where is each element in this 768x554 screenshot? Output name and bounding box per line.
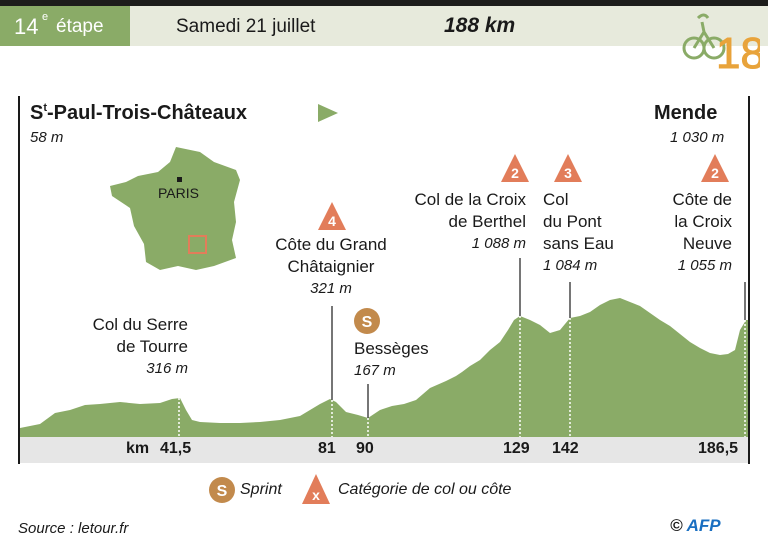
category-4-label: 4	[328, 213, 336, 229]
climb-marker-berthel: 2	[501, 154, 529, 182]
start-arrow-icon	[318, 104, 338, 122]
copyright-symbol: ©	[670, 516, 683, 535]
climb-marker-pont: 3	[554, 154, 582, 182]
sprint-label-besseges: Bessèges 167 m	[354, 338, 429, 382]
stage-number-sup: e	[42, 11, 49, 23]
climb-marker-croix-neuve: 2	[701, 154, 729, 182]
finish-altitude: 1 030 m	[670, 129, 725, 146]
map-paris-label: PARIS	[158, 185, 199, 201]
category-3-label: 3	[564, 165, 572, 181]
cyclist-icon	[682, 13, 726, 60]
km-tick-142: 142	[552, 440, 579, 457]
pass-altitude-serre: 316 m	[146, 360, 188, 377]
start-city: St-Paul-Trois-Châteaux	[30, 102, 248, 124]
stage-word: étape	[56, 16, 104, 37]
afp-credit: © AFP	[670, 516, 721, 536]
stage-number: 14	[14, 14, 39, 39]
category-2-label: 2	[511, 165, 519, 181]
legend-category-icon: x	[302, 474, 330, 504]
category-2b-label: 2	[711, 165, 719, 181]
sprint-symbol: S	[362, 314, 373, 331]
logo-year: 18	[716, 29, 760, 74]
climb-altitude-chataignier: 321 m	[310, 280, 352, 297]
km-tick-41-5: 41,5	[160, 440, 192, 457]
paris-marker	[177, 177, 182, 182]
elevation-profile	[20, 298, 748, 437]
sprint-marker: S	[354, 308, 380, 334]
climb-label-pont: Col du Pont sans Eau 1 084 m	[543, 189, 614, 277]
climb-label-chataignier: Côte du Grand Châtaignier 321 m	[256, 234, 406, 300]
profile-frame	[18, 96, 750, 464]
climb-altitude-pont: 1 084 m	[543, 257, 598, 274]
climb-altitude-berthel: 1 088 m	[471, 235, 526, 252]
finish-city: Mende	[654, 102, 718, 124]
climb-marker-chataignier: 4	[318, 202, 346, 230]
km-tick-81: 81	[318, 440, 336, 457]
climb-label-berthel: Col de la Croix de Berthel 1 088 m	[376, 189, 527, 255]
stage-distance: 188 km	[444, 14, 516, 37]
svg-text:x: x	[312, 487, 320, 503]
legend-category-label: Catégorie de col ou côte	[338, 481, 512, 498]
legend-sprint-icon: S	[209, 477, 235, 503]
km-tick-129: 129	[503, 440, 530, 457]
km-tick-90: 90	[356, 440, 374, 457]
stage-date: Samedi 21 juillet	[176, 16, 316, 37]
summit-lines	[178, 316, 746, 437]
source-note: Source : letour.fr	[18, 520, 129, 537]
climb-altitude-croix-neuve: 1 055 m	[677, 257, 732, 274]
leader-lines	[331, 258, 746, 418]
top-strip	[0, 0, 768, 6]
km-axis-label: km	[126, 440, 150, 457]
climb-label-croix-neuve: Côte de la Croix Neuve 1 055 m	[640, 189, 732, 277]
france-map	[110, 147, 240, 270]
legend-sprint-label: Sprint	[240, 481, 282, 498]
svg-text:S: S	[217, 483, 228, 500]
km-tick-186-5: 186,5	[698, 440, 739, 457]
stage-number-box: 14 e étape	[0, 6, 130, 46]
start-altitude: 58 m	[30, 129, 64, 146]
km-axis-bar	[20, 437, 748, 463]
tour-2018-logo: 18	[682, 13, 760, 74]
afp-logo: AFP	[686, 516, 721, 535]
pass-label-serre: Col du Serre de Tourre 316 m	[40, 314, 188, 380]
sprint-altitude-besseges: 167 m	[354, 362, 396, 379]
stage-area-marker	[188, 235, 207, 254]
